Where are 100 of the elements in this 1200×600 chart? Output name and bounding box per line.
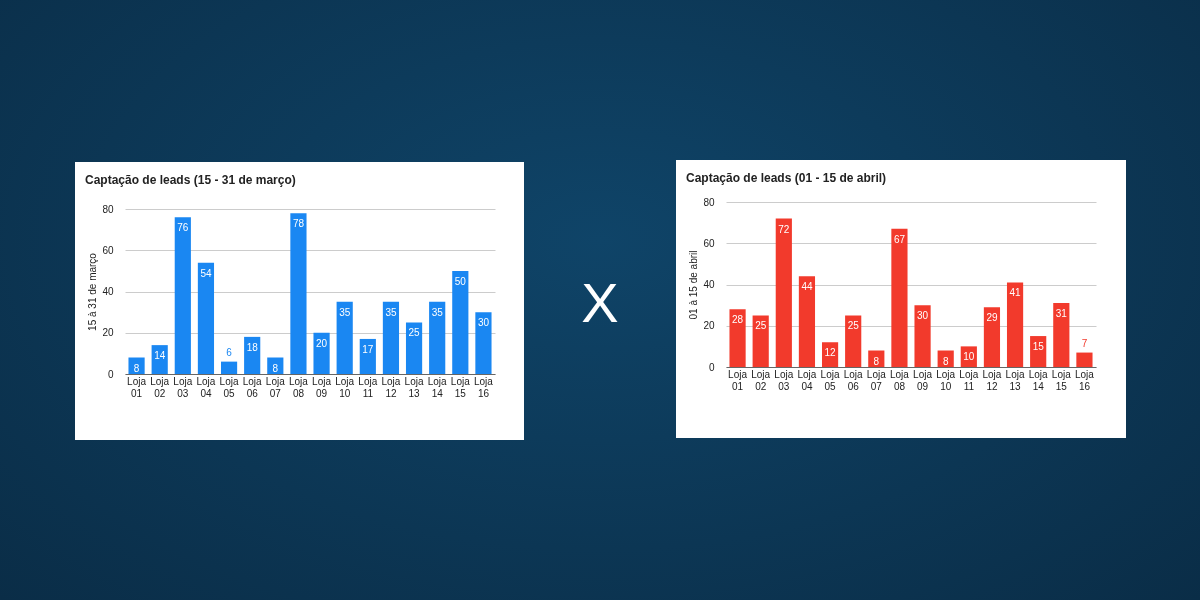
- bar: [174, 217, 191, 374]
- x-tick-label: Loja 06: [242, 375, 263, 399]
- x-tick-label: Loja 12: [982, 368, 1002, 392]
- data-label: 8: [133, 362, 140, 374]
- data-label: 28: [732, 314, 744, 326]
- bar: [914, 305, 931, 367]
- x-tick-label: Loja 14: [427, 375, 448, 399]
- bar: [452, 270, 469, 374]
- y-tick-label: 40: [703, 279, 715, 290]
- data-label: 76: [177, 222, 189, 234]
- data-label: 54: [200, 267, 212, 279]
- bar: [405, 322, 423, 374]
- x-tick-label: Loja 07: [265, 375, 286, 399]
- x-tick-label: Loja 16: [473, 375, 494, 399]
- x-tick-label: Loja 03: [774, 368, 794, 392]
- data-label: 35: [339, 306, 351, 318]
- bar: [220, 361, 238, 374]
- bar: [1053, 303, 1070, 367]
- data-label: 50: [454, 275, 467, 287]
- data-label: 31: [1055, 308, 1068, 320]
- bar: [729, 309, 746, 367]
- bar: [197, 262, 215, 374]
- data-label: 25: [847, 320, 860, 332]
- y-axis-title: 15 à 31 de março: [87, 252, 99, 331]
- bar: [983, 307, 1001, 367]
- y-tick-label: 60: [102, 244, 114, 256]
- x-tick-label: Loja 03: [173, 375, 193, 399]
- bar: [359, 338, 376, 374]
- x-tick-label: Loja 04: [196, 375, 216, 399]
- y-tick-label: 40: [102, 286, 114, 297]
- x-tick-label: Loja 10: [936, 368, 956, 392]
- data-label: 41: [1009, 287, 1022, 299]
- x-tick-label: Loja 07: [866, 368, 887, 392]
- data-label: 35: [385, 306, 397, 318]
- data-label: 8: [873, 355, 880, 367]
- y-axis-title: 01 à 15 de abril: [688, 250, 700, 320]
- bar: [1076, 352, 1093, 367]
- x-tick-label: Loja 01: [127, 375, 147, 399]
- chart-title: Captação de leads (15 - 31 de março): [85, 173, 296, 188]
- data-label: 10: [963, 351, 975, 363]
- bar: [313, 332, 330, 374]
- x-tick-label: Loja 09: [913, 368, 933, 392]
- data-label: 30: [477, 317, 490, 329]
- y-tick-label: 20: [703, 320, 715, 332]
- data-label: 8: [942, 355, 949, 367]
- x-tick-label: Loja 13: [1005, 368, 1025, 392]
- x-tick-label: Loja 09: [312, 375, 332, 399]
- chart-title: Captação de leads (01 - 15 de abril): [686, 171, 887, 185]
- data-label: 14: [154, 350, 166, 362]
- x-tick-label: Loja 08: [288, 375, 309, 399]
- x-tick-label: Loja 10: [335, 375, 355, 399]
- y-tick-label: 20: [102, 327, 114, 339]
- data-label: 25: [408, 327, 421, 339]
- data-label: 30: [917, 310, 929, 322]
- bar: [290, 213, 307, 374]
- x-tick-label: Loja 15: [450, 375, 471, 399]
- y-tick-label: 0: [708, 361, 715, 373]
- x-tick-label: Loja 13: [404, 375, 424, 399]
- bar: [798, 276, 816, 367]
- x-tick-label: Loja 14: [1028, 368, 1049, 392]
- x-tick-label: Loja 02: [150, 375, 170, 399]
- x-tick-label: Loja 04: [797, 368, 817, 392]
- bar: [891, 228, 908, 367]
- x-tick-label: Loja 11: [959, 368, 979, 392]
- bar: [1006, 282, 1024, 367]
- text: X: [580, 270, 620, 335]
- data-label: 44: [801, 281, 813, 293]
- bar: [475, 312, 492, 374]
- y-tick-label: 60: [703, 237, 715, 249]
- bar: [429, 301, 446, 374]
- data-label: 18: [246, 341, 259, 353]
- x-tick-label: Loja 08: [889, 368, 910, 392]
- data-label: 15: [1032, 341, 1045, 353]
- data-label: 20: [316, 337, 328, 349]
- data-label: 12: [824, 347, 837, 359]
- data-label: 78: [292, 218, 305, 230]
- bar: [775, 218, 792, 367]
- data-label: 8: [272, 362, 279, 374]
- data-label: 35: [431, 306, 444, 318]
- x-tick-label: Loja 12: [381, 375, 401, 399]
- y-tick-label: 0: [107, 368, 114, 380]
- data-label: 67: [893, 233, 906, 245]
- x-tick-label: Loja 02: [751, 368, 771, 392]
- data-label: 29: [986, 312, 998, 324]
- x-tick-label: Loja 16: [1074, 368, 1095, 392]
- x-tick-label: Loja 05: [219, 375, 239, 399]
- x-tick-label: Loja 11: [358, 375, 378, 399]
- bar: [845, 315, 862, 367]
- x-tick-label: Loja 01: [728, 368, 748, 392]
- bar: [382, 301, 400, 374]
- x-tick-label: Loja 06: [843, 368, 864, 392]
- data-label: 6: [226, 346, 233, 358]
- data-label: 72: [778, 223, 790, 235]
- data-label: 17: [362, 343, 374, 355]
- x-tick-label: Loja 15: [1051, 368, 1072, 392]
- data-label: 7: [1081, 337, 1088, 349]
- x-tick-label: Loja 05: [820, 368, 840, 392]
- y-tick-label: 80: [102, 203, 114, 215]
- data-label: 25: [755, 320, 767, 332]
- y-tick-label: 80: [703, 196, 715, 208]
